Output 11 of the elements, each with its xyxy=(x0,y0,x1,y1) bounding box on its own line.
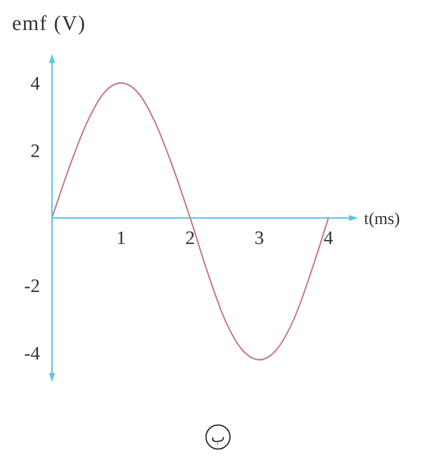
y-axis-title: emf (V) xyxy=(12,11,86,35)
y-tick-label: -2 xyxy=(24,276,40,298)
x-tick-label: 4 xyxy=(324,228,334,249)
x-tick-label: 3 xyxy=(254,228,264,249)
y-tick-label: 2 xyxy=(30,141,40,162)
x-axis-title: t(ms) xyxy=(364,209,400,228)
x-tick-label: 2 xyxy=(185,228,195,249)
y-tick-label: -4 xyxy=(24,344,40,365)
y-tick-label: 4 xyxy=(30,74,40,95)
x-tick-label: 1 xyxy=(116,228,126,249)
text: ب xyxy=(210,428,226,446)
